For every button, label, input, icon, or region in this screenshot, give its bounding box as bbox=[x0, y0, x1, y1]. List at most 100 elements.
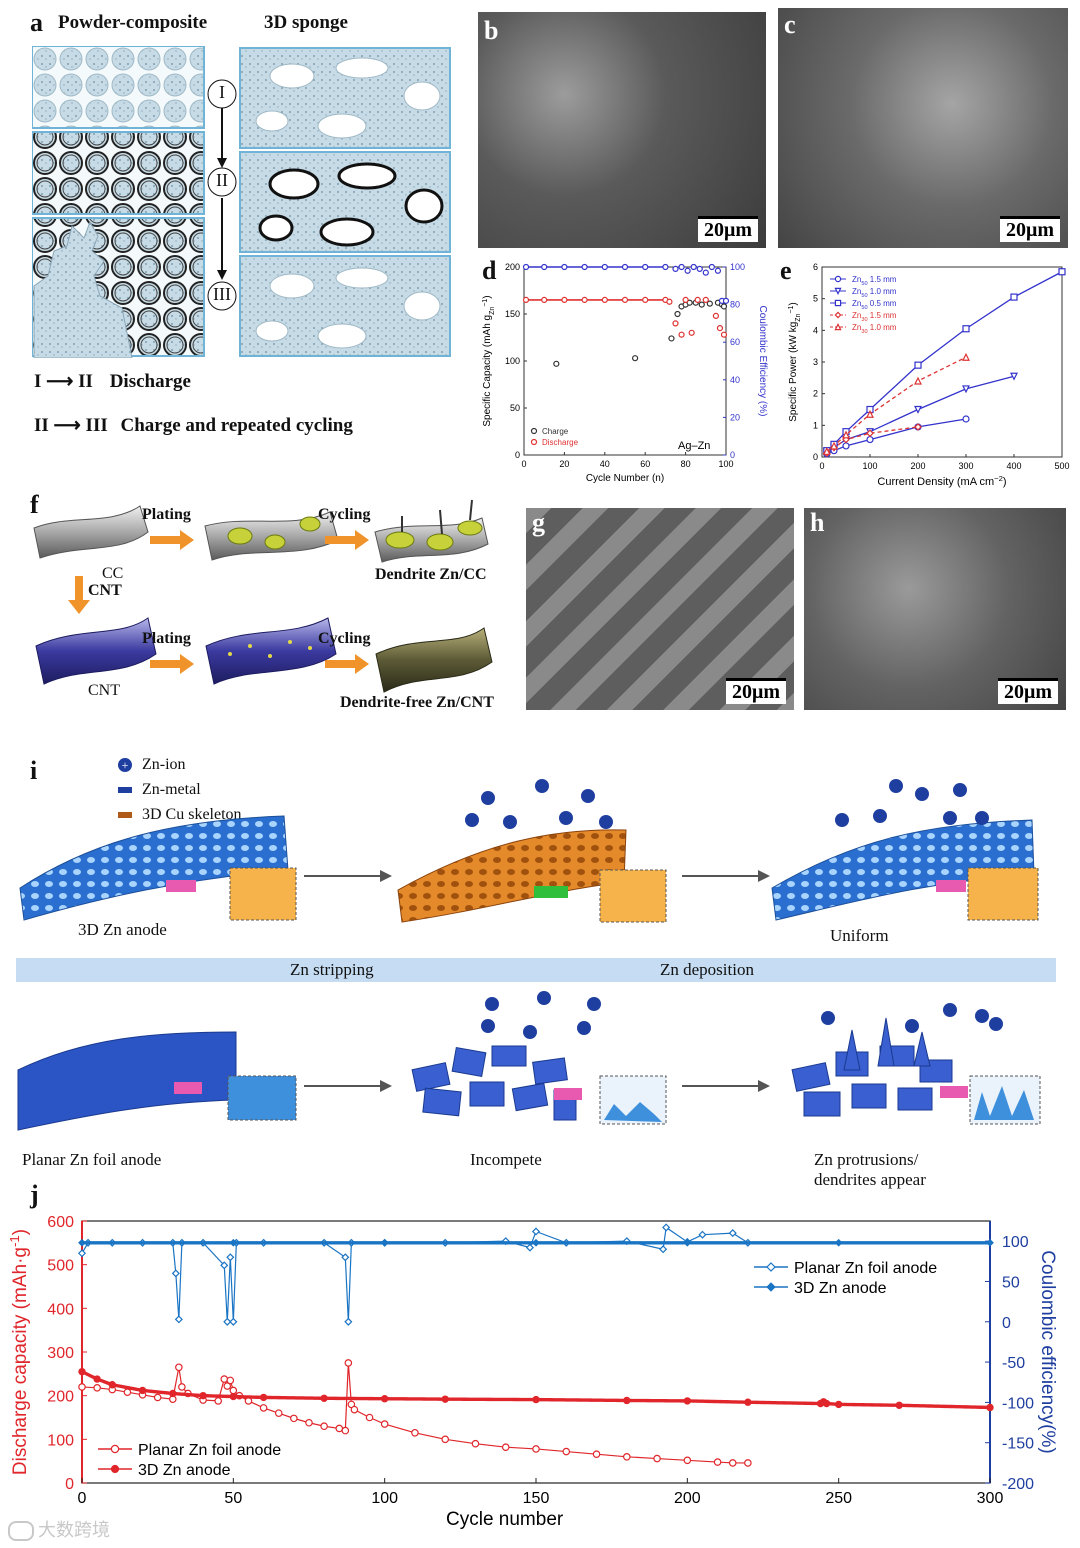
chart-j-series-2-point bbox=[531, 1227, 541, 1236]
sem-image-g: g 20μm bbox=[526, 508, 794, 710]
stage-label-1: I bbox=[219, 82, 225, 102]
chart-e-x-label: Current Density (mA cm−2) bbox=[877, 474, 1006, 489]
chart-j-series-2-point bbox=[77, 1249, 87, 1258]
chart-j-series-2-point bbox=[171, 1269, 180, 1278]
panel-i-schematic bbox=[14, 770, 1064, 1200]
chart-j-series-3-point bbox=[380, 1238, 389, 1247]
chart-j-x-tick-label: 100 bbox=[371, 1490, 398, 1507]
chart-d-point-1 bbox=[702, 296, 709, 304]
chart-e-legend-marker bbox=[834, 323, 842, 331]
legend-cu-skeleton-label: 3D Cu skeleton bbox=[142, 806, 242, 823]
chart-j-cap-legend-label: 3D Zn anode bbox=[138, 1462, 231, 1479]
chart-d-y2-label: Coulombic Efficiency (%) bbox=[757, 306, 768, 417]
f-caption-cc: CC bbox=[102, 565, 124, 582]
chart-d-legend-marker bbox=[530, 438, 538, 446]
chart-j-x-tick-label: 250 bbox=[825, 1490, 852, 1507]
chart-j-series-2-line bbox=[81, 1226, 749, 1322]
legend-1-from: I bbox=[34, 371, 42, 392]
chart-j-series-1-point bbox=[986, 1403, 994, 1412]
chart-e-legend-marker bbox=[834, 299, 842, 307]
chart-j-x-tick-label: 300 bbox=[977, 1490, 1004, 1507]
chart-e-legend-label: Zn50 0.5 mm bbox=[852, 299, 897, 311]
watermark-logo-icon bbox=[8, 1521, 34, 1541]
legend-zn-ion-label: Zn-ion bbox=[142, 756, 186, 773]
watermark-text: 大数跨境 bbox=[38, 1520, 110, 1541]
chart-d-point-2 bbox=[690, 263, 697, 271]
i-band-stripping: Zn stripping bbox=[290, 960, 374, 979]
legend-cu-skeleton: 3D Cu skeleton bbox=[118, 802, 242, 827]
chart-d-point-2 bbox=[708, 263, 715, 271]
chart-e-x-tick-label: 400 bbox=[1006, 461, 1021, 471]
chart-j-series-0-point bbox=[220, 1375, 229, 1383]
chart-j-x-tick-label: 150 bbox=[523, 1490, 550, 1507]
chart-j-series-0-point bbox=[259, 1404, 268, 1412]
panel-b-label: b bbox=[484, 16, 499, 45]
chart-j-series-0-point bbox=[123, 1388, 132, 1396]
chart-j-series-0-point bbox=[214, 1397, 223, 1405]
chart-d-legend-label: Charge bbox=[542, 427, 569, 436]
chart-d-legend-label: Discharge bbox=[542, 438, 579, 447]
chart-j-series-0-point bbox=[290, 1414, 298, 1423]
f-step-plating-2: Plating bbox=[142, 630, 191, 647]
chart-j-y-tick-label: 100 bbox=[47, 1432, 74, 1449]
chart-j-series-1-point bbox=[532, 1395, 540, 1404]
chart-d-point-1 bbox=[522, 296, 530, 304]
chart-e-series-3-point bbox=[914, 423, 922, 431]
chart-j-series-3-point bbox=[986, 1238, 994, 1247]
chart-d-point-1 bbox=[601, 296, 608, 304]
chart-d-y2-tick-label: 100 bbox=[730, 262, 745, 272]
chart-e-series-2-point bbox=[962, 325, 970, 333]
chart-d-x-tick-label: 0 bbox=[521, 459, 526, 469]
chart-d-x-tick-label: 40 bbox=[600, 459, 610, 469]
panel-c-label: c bbox=[784, 10, 796, 39]
chart-e-series-0-point bbox=[962, 415, 970, 423]
chart-d-x-tick-label: 60 bbox=[640, 459, 650, 469]
i-caption-planar: Planar Zn foil anode bbox=[22, 1150, 162, 1169]
panel-a-legend-2: II ⟶ III Charge and repeated cycling bbox=[34, 414, 353, 437]
chart-d-point-2 bbox=[684, 267, 691, 274]
chart-j-series-2-point bbox=[220, 1261, 229, 1270]
chart-j-y2-tick-label: -100 bbox=[1002, 1395, 1034, 1412]
chart-d-point-2 bbox=[702, 269, 709, 276]
chart-e-frame bbox=[821, 266, 1063, 458]
stage-label-3: III bbox=[213, 284, 231, 304]
panel-h-label: h bbox=[810, 508, 825, 537]
chart-j-series-1-point bbox=[138, 1386, 147, 1395]
chart-j-y-tick-label: 500 bbox=[47, 1258, 74, 1275]
chart-e-legend-label: Zn50 1.5 mm bbox=[852, 275, 897, 287]
chart-e-series-4-point bbox=[830, 441, 838, 450]
legend-zn-metal-label: Zn-metal bbox=[142, 781, 201, 798]
chart-d: 0 20 40 60 80 100050100150200020406080100Cycl… bbox=[482, 262, 769, 484]
scale-bar-g: 20μm bbox=[726, 678, 786, 704]
chart-j-eff-legend-marker bbox=[766, 1262, 776, 1272]
chart-d-point-1 bbox=[672, 320, 679, 327]
chart-j-y-tick-label: 600 bbox=[47, 1214, 74, 1231]
i-caption-uniform: Uniform bbox=[830, 926, 889, 945]
chart-j-series-0-point bbox=[78, 1383, 86, 1391]
chart-j-cap-legend-label: Planar Zn foil anode bbox=[138, 1442, 281, 1459]
chart-j-series-1-point bbox=[229, 1392, 238, 1401]
i-caption-incompete: Incompete bbox=[470, 1150, 542, 1169]
f-step-plating-1: Plating bbox=[142, 506, 191, 523]
chart-e-y-tick-label: 2 bbox=[813, 389, 818, 399]
panel-g-label: g bbox=[532, 508, 545, 537]
chart-d-y2-tick-label: 20 bbox=[730, 412, 740, 422]
chart-j-series-1-point bbox=[834, 1400, 843, 1409]
chart-j-series-0-point bbox=[320, 1422, 328, 1431]
chart-e-legend-label: Zn30 1.0 mm bbox=[852, 323, 897, 335]
chart-e-legend-marker bbox=[834, 287, 842, 295]
chart-j-series-0-point bbox=[175, 1363, 183, 1372]
legend-1-to: II bbox=[78, 371, 93, 392]
chart-j-series-0-point bbox=[653, 1454, 661, 1463]
chart-d-point-2 bbox=[714, 267, 722, 274]
chart-j-series-1-point bbox=[169, 1389, 177, 1398]
chart-j-series-2-point bbox=[525, 1243, 534, 1252]
chart-d-point-1 bbox=[712, 312, 719, 319]
legend-zn-ion: + Zn-ion bbox=[118, 752, 242, 777]
panel-a-legend-1: I ⟶ II Discharge bbox=[34, 370, 191, 393]
chart-d-point-0 bbox=[720, 303, 728, 310]
chart-j-y2-label: Coulombic efficiency(%) bbox=[1037, 1250, 1058, 1453]
chart-e-legend-label: Zn50 1.0 mm bbox=[852, 287, 897, 299]
chart-e-series-1-point bbox=[1010, 372, 1018, 381]
f-step-cycling-1: Cycling bbox=[318, 506, 371, 523]
